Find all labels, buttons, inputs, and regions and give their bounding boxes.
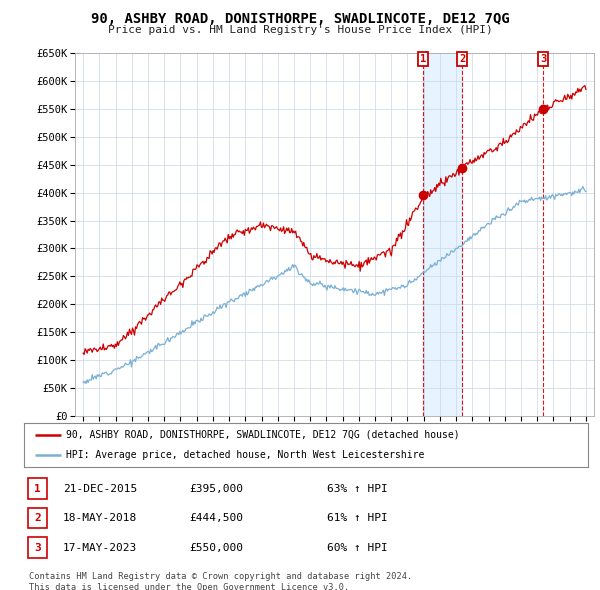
Text: Contains HM Land Registry data © Crown copyright and database right 2024.
This d: Contains HM Land Registry data © Crown c… [29, 572, 412, 590]
Text: 2: 2 [34, 513, 41, 523]
Text: HPI: Average price, detached house, North West Leicestershire: HPI: Average price, detached house, Nort… [66, 450, 425, 460]
Text: 61% ↑ HPI: 61% ↑ HPI [327, 513, 388, 523]
Text: £395,000: £395,000 [189, 484, 243, 493]
Text: 90, ASHBY ROAD, DONISTHORPE, SWADLINCOTE, DE12 7QG (detached house): 90, ASHBY ROAD, DONISTHORPE, SWADLINCOTE… [66, 430, 460, 440]
Text: 3: 3 [540, 54, 547, 64]
Text: 1: 1 [34, 484, 41, 493]
Text: 90, ASHBY ROAD, DONISTHORPE, SWADLINCOTE, DE12 7QG: 90, ASHBY ROAD, DONISTHORPE, SWADLINCOTE… [91, 12, 509, 26]
Text: 63% ↑ HPI: 63% ↑ HPI [327, 484, 388, 493]
Text: 60% ↑ HPI: 60% ↑ HPI [327, 543, 388, 552]
Text: £444,500: £444,500 [189, 513, 243, 523]
Text: 3: 3 [34, 543, 41, 552]
Text: 18-MAY-2018: 18-MAY-2018 [63, 513, 137, 523]
Text: 17-MAY-2023: 17-MAY-2023 [63, 543, 137, 552]
Text: 21-DEC-2015: 21-DEC-2015 [63, 484, 137, 493]
Bar [423, 53, 463, 416]
Text: Price paid vs. HM Land Registry's House Price Index (HPI): Price paid vs. HM Land Registry's House … [107, 25, 493, 35]
Text: 1: 1 [420, 54, 427, 64]
Text: £550,000: £550,000 [189, 543, 243, 552]
Text: 2: 2 [459, 54, 466, 64]
